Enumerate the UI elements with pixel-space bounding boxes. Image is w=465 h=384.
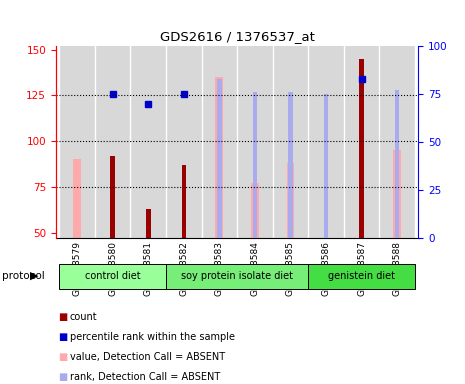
Bar — [286, 163, 294, 238]
Text: ▶: ▶ — [30, 271, 38, 281]
Bar — [131, 46, 166, 238]
Bar — [237, 46, 272, 238]
Bar — [146, 209, 151, 238]
Text: count: count — [70, 312, 97, 322]
Bar — [166, 46, 202, 238]
Text: ■: ■ — [58, 352, 67, 362]
Title: GDS2616 / 1376537_at: GDS2616 / 1376537_at — [159, 30, 315, 43]
Text: value, Detection Call = ABSENT: value, Detection Call = ABSENT — [70, 352, 225, 362]
Text: genistein diet: genistein diet — [328, 271, 395, 281]
Bar — [308, 46, 344, 238]
Text: ■: ■ — [58, 312, 67, 322]
Bar — [272, 46, 308, 238]
Bar — [379, 46, 415, 238]
Bar — [202, 46, 237, 238]
Bar — [215, 77, 223, 238]
Bar — [110, 156, 115, 238]
Bar — [393, 150, 401, 238]
Bar — [395, 90, 399, 238]
Bar — [166, 264, 308, 289]
Bar — [359, 59, 364, 238]
Bar — [73, 159, 81, 238]
Bar — [60, 264, 166, 289]
Text: soy protein isolate diet: soy protein isolate diet — [181, 271, 293, 281]
Bar — [95, 46, 131, 238]
Text: percentile rank within the sample: percentile rank within the sample — [70, 332, 235, 342]
Bar — [308, 264, 415, 289]
Bar — [181, 165, 186, 238]
Text: protocol: protocol — [2, 271, 45, 281]
Bar — [253, 92, 257, 238]
Text: ■: ■ — [58, 372, 67, 382]
Bar — [288, 92, 292, 238]
Text: rank, Detection Call = ABSENT: rank, Detection Call = ABSENT — [70, 372, 220, 382]
Bar — [217, 79, 221, 238]
Bar — [324, 94, 328, 238]
Bar — [344, 46, 379, 238]
Bar — [251, 183, 259, 238]
Bar — [60, 46, 95, 238]
Text: control diet: control diet — [85, 271, 140, 281]
Text: ■: ■ — [58, 332, 67, 342]
